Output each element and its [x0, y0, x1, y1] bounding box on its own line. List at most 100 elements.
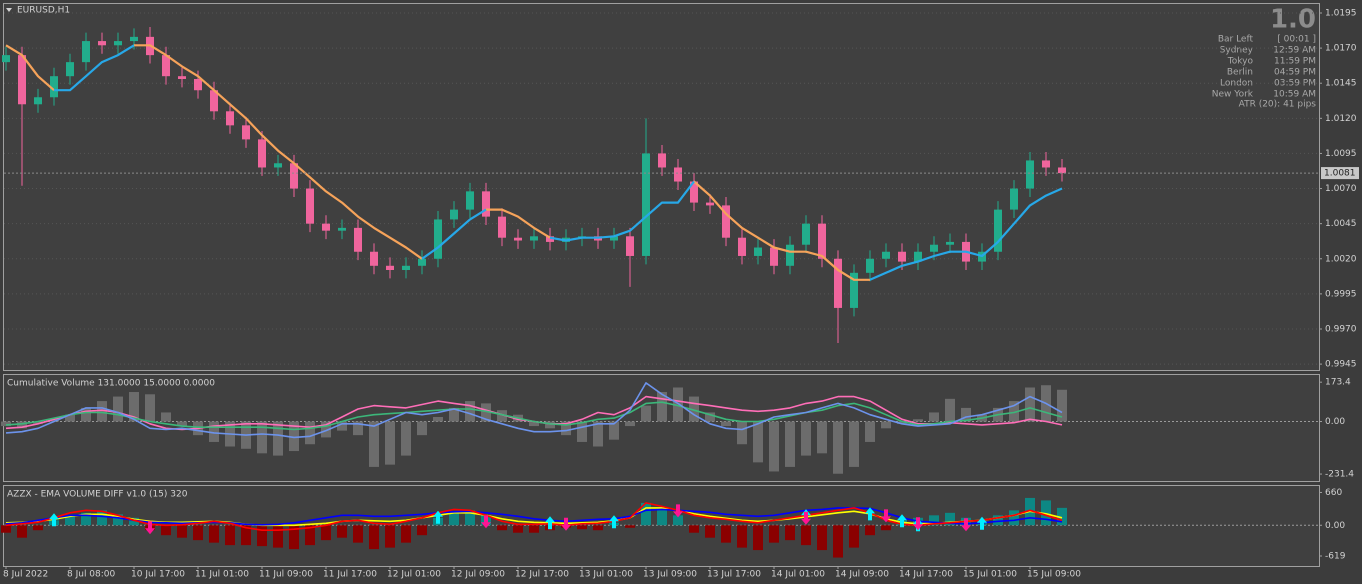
- histogram-bar: [273, 525, 283, 548]
- histogram-bar: [1057, 507, 1067, 526]
- histogram-bar: [705, 412, 715, 422]
- histogram-bar: [929, 515, 939, 526]
- histogram-bar: [817, 421, 827, 454]
- y-tick-label: 0.00: [1325, 521, 1345, 531]
- candle-body: [642, 153, 650, 256]
- histogram-bar: [641, 405, 651, 422]
- histogram-bar: [385, 421, 395, 465]
- x-tick-label: 15 Jul 01:00: [963, 570, 1017, 580]
- candle-body: [178, 76, 186, 79]
- histogram-bar: [625, 525, 635, 528]
- histogram-bar: [97, 510, 107, 526]
- y-tick-label: 1.0145: [1325, 79, 1357, 89]
- x-tick-label: 12 Jul 17:00: [515, 570, 569, 580]
- candle-body: [530, 236, 538, 241]
- histogram-bar: [209, 525, 219, 543]
- candle-body: [1042, 160, 1050, 168]
- histogram-bar: [497, 525, 507, 531]
- histogram-bar: [353, 525, 363, 543]
- histogram-bar: [161, 412, 171, 422]
- histogram-bar: [849, 525, 859, 548]
- x-tick-label: 8 Jul 2022: [3, 570, 48, 580]
- candle-body: [738, 237, 746, 256]
- histogram-bar: [17, 525, 27, 538]
- candle-body: [850, 272, 858, 308]
- candle-body: [930, 244, 938, 252]
- candle-body: [34, 97, 42, 105]
- histogram-bar: [641, 502, 651, 526]
- indicator-line: [5, 401, 1063, 431]
- candle-body: [130, 36, 138, 42]
- histogram-bar: [881, 525, 891, 531]
- candle-body: [946, 241, 954, 245]
- info-label: New York: [1212, 90, 1254, 100]
- histogram-bar: [193, 525, 203, 541]
- histogram-bar: [113, 396, 123, 422]
- y-tick-label: 1.0170: [1325, 44, 1357, 54]
- candle-body: [114, 41, 122, 46]
- y-tick-label: 0.9995: [1325, 289, 1357, 299]
- signal-arrow: [897, 514, 907, 528]
- candle-body: [706, 202, 714, 206]
- histogram-bar: [945, 512, 955, 526]
- histogram-bar: [833, 525, 843, 558]
- candle-body: [994, 209, 1002, 252]
- histogram-bar: [305, 525, 315, 546]
- candle-body: [98, 41, 106, 46]
- histogram-bar: [129, 392, 139, 422]
- histogram-bar: [113, 514, 123, 526]
- indicator-line: [5, 382, 1063, 439]
- y-tick-label: 1.0020: [1325, 254, 1357, 264]
- symbol-label: EURUSD,H1: [17, 6, 70, 16]
- candle-body: [1010, 188, 1018, 210]
- y-tick-label: 0.9970: [1325, 324, 1357, 334]
- signal-arrow: [49, 513, 59, 527]
- candle-body: [306, 188, 314, 224]
- candle-body: [322, 223, 330, 231]
- candle-body: [162, 55, 170, 77]
- x-tick-label: 13 Jul 17:00: [707, 570, 761, 580]
- histogram-bar: [609, 421, 619, 440]
- y-tick-label: 1.0120: [1325, 114, 1357, 124]
- histogram-bar: [433, 416, 443, 422]
- histogram-bar: [753, 421, 763, 463]
- histogram-bar: [161, 525, 171, 536]
- candle-body: [418, 258, 426, 266]
- candle-body: [498, 216, 506, 238]
- histogram-bar: [865, 525, 875, 536]
- candle-body: [66, 62, 74, 77]
- histogram-bar: [689, 525, 699, 533]
- histogram-bar: [545, 421, 555, 429]
- pane-title: AZZX - EMA VOLUME DIFF v1.0 (15) 320: [7, 490, 188, 500]
- y-tick-label: 173.4: [1325, 378, 1351, 388]
- last-price-label: 1.0081: [1324, 169, 1356, 179]
- y-tick-label: 1.0195: [1325, 8, 1357, 18]
- candle-body: [210, 90, 218, 112]
- histogram-bar: [209, 421, 219, 442]
- histogram-bar: [177, 421, 187, 427]
- signal-arrow: [801, 511, 811, 525]
- histogram-bar: [801, 421, 811, 456]
- histogram-bar: [945, 398, 955, 422]
- histogram-bar: [993, 515, 1003, 526]
- y-tick-label: 660: [1325, 488, 1342, 498]
- histogram-bar: [1057, 389, 1067, 422]
- signal-arrow: [881, 509, 891, 523]
- signal-arrow: [977, 516, 987, 530]
- histogram-bar: [1009, 401, 1019, 422]
- histogram-bar: [1, 421, 11, 427]
- histogram-bar: [513, 525, 523, 533]
- histogram-bar: [33, 421, 43, 424]
- candle-body: [722, 205, 730, 238]
- y-tick-label: -231.4: [1325, 470, 1354, 480]
- candle-body: [226, 111, 234, 126]
- candle-body: [898, 251, 906, 262]
- candle-body: [690, 181, 698, 203]
- x-tick-label: 15 Jul 09:00: [1027, 570, 1081, 580]
- signal-arrow: [913, 517, 923, 531]
- symbol-menu-icon[interactable]: [6, 8, 12, 12]
- candle-body: [626, 236, 634, 256]
- histogram-bar: [481, 403, 491, 422]
- y-tick-label: 0.9945: [1325, 360, 1357, 370]
- histogram-bar: [465, 510, 475, 526]
